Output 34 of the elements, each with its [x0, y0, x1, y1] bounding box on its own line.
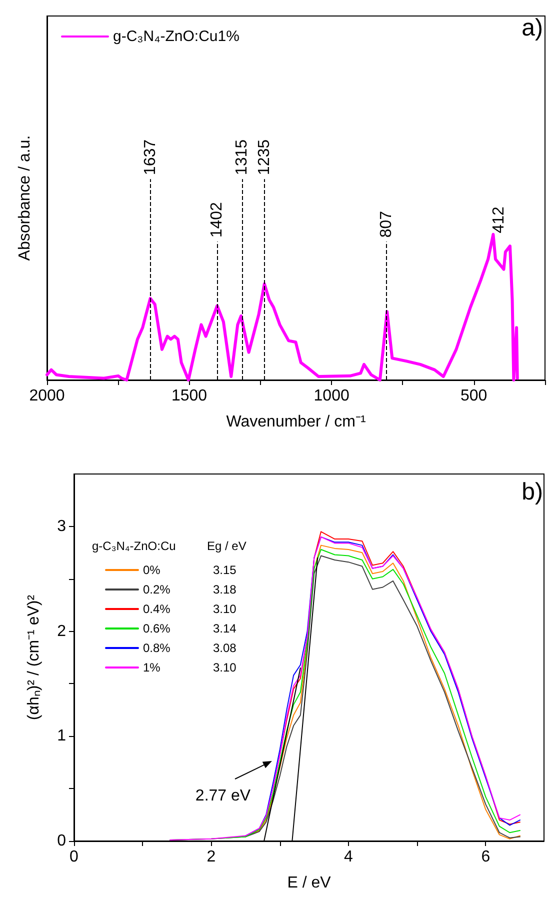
- y-axis-title: (αhₙ)² / (cm⁻¹ eV)²: [26, 594, 42, 720]
- y-tick-label: 1: [57, 728, 66, 745]
- text: 0.8% 3.08: [143, 641, 236, 655]
- x-tick-label: 2: [206, 848, 216, 866]
- text: 0.4% 3.10: [143, 602, 236, 616]
- text: 0.6% 3.14: [143, 622, 236, 636]
- y-tick-label: 3: [57, 518, 66, 535]
- legend-label: g-C₃N₄-ZnO:Cu1%: [113, 28, 240, 45]
- x-tick-label: 2000: [29, 388, 65, 404]
- x-tick-label: 1500: [171, 388, 208, 404]
- x-tick-label: 500: [460, 388, 488, 404]
- annotation: 1402: [208, 202, 226, 238]
- annotation: 2.77 eV: [195, 788, 251, 804]
- annotation: 1637: [142, 139, 159, 176]
- y-tick-label: 2: [57, 622, 66, 640]
- x-tick-label: 1000: [314, 388, 350, 404]
- annotation: 807: [378, 210, 395, 238]
- annotation: 1235: [256, 139, 274, 176]
- x-tick-label: 6: [481, 848, 490, 866]
- annotation: 412: [490, 206, 508, 234]
- text: a): [522, 14, 544, 42]
- x-tick-label: 0: [70, 848, 79, 866]
- y-tick-label: 0: [57, 832, 66, 850]
- text: 0.2% 3.18: [143, 582, 236, 596]
- annotation: Eg / eV: [207, 539, 246, 553]
- text: 1% 3.10: [143, 660, 236, 674]
- x-tick-label: 4: [344, 848, 353, 866]
- y-axis-title: Absorbance / a.u.: [16, 135, 34, 261]
- annotation: b): [522, 478, 544, 506]
- text: 0% 3.15: [143, 563, 236, 577]
- x-axis-title: Wavenumber / cm⁻¹: [226, 414, 366, 430]
- legend-title: g-C₃N₄-ZnO:Cu: [92, 539, 176, 553]
- annotation: 1315: [233, 139, 250, 176]
- x-axis-title: E / eV: [287, 874, 332, 892]
